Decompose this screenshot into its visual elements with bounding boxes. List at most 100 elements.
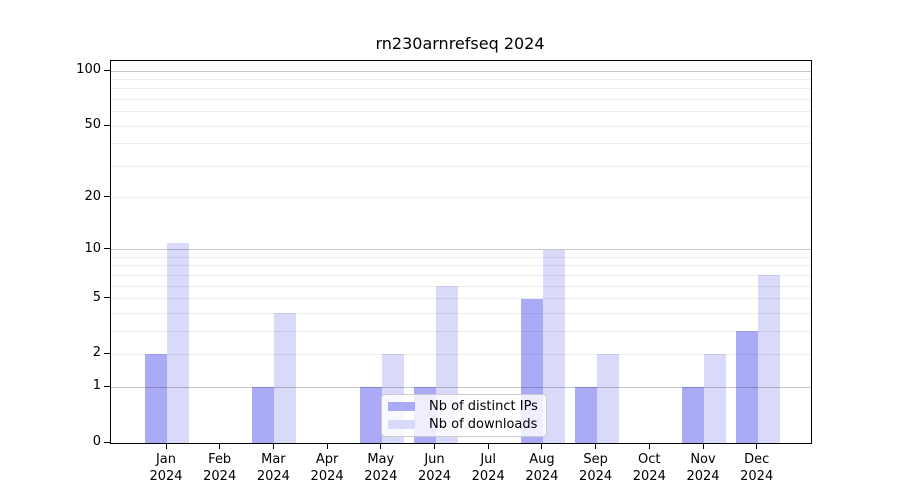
x-tick-label: Apr 2024 [295,451,359,485]
y-tick-mark [104,441,110,443]
x-tick-month: May [367,452,395,467]
x-tick-month: Jun [424,452,445,467]
x-tick-year: 2024 [256,469,290,484]
x-tick-year: 2024 [149,469,183,484]
bar-downloads [757,275,780,443]
x-tick-month: Nov [690,452,716,467]
y-tick-mark [104,297,110,299]
x-tick-year: 2024 [525,469,559,484]
bar-distinct-ips [735,331,758,443]
minor-gridline [111,265,811,267]
x-tick-mark [272,443,274,449]
x-tick-month: Mar [261,452,286,467]
x-tick-month: Dec [744,452,770,467]
x-tick-mark [541,443,543,449]
legend-item-downloads: Nb of downloads [388,417,546,432]
minor-gridline [111,298,811,300]
minor-gridline [111,165,811,167]
x-tick-mark [165,443,167,449]
x-tick-year: 2024 [686,469,720,484]
x-tick-month: Apr [315,452,339,467]
x-tick-month: Oct [638,452,661,467]
x-tick-label: Aug 2024 [510,451,574,485]
y-tick-mark [104,352,110,354]
x-tick-label: May 2024 [349,451,413,485]
x-tick-month: Jan [155,452,177,467]
x-tick-month: Jul [480,452,497,467]
bar-distinct-ips [252,387,275,443]
x-tick-mark [756,443,758,449]
bar-downloads [167,242,189,443]
y-tick-label: 5 [92,289,101,305]
y-tick-mark [104,124,110,126]
minor-gridline [111,98,811,100]
minor-gridline [111,285,811,287]
bar-downloads [542,249,565,443]
gridlines-layer [111,61,811,443]
x-tick-mark [326,443,328,449]
legend-swatch-distinct-ips [388,401,415,411]
y-tick-mark [104,385,110,387]
x-tick-mark [595,443,597,449]
x-tick-label: Nov 2024 [671,451,735,485]
legend-swatch-downloads [388,420,415,430]
minor-gridline [111,78,811,80]
x-tick-year: 2024 [632,469,666,484]
y-tick-label: 50 [84,117,101,133]
x-tick-year: 2024 [203,469,237,484]
y-tick-label: 0 [92,434,101,449]
minor-gridline [111,330,811,332]
y-tick-label: 2 [92,345,101,361]
legend-label-downloads: Nb of downloads [429,417,538,433]
major-gridline [111,249,811,251]
y-tick-mark [104,196,110,198]
x-tick-label: Jan 2024 [134,451,198,485]
minor-gridline [111,353,811,355]
minor-gridline [111,143,811,145]
chart-title: rn230arnrefseq 2024 [375,34,545,53]
x-tick-label: Sep 2024 [564,451,628,485]
y-tick-label: 1 [92,378,101,394]
minor-gridline [111,312,811,314]
x-tick-label: Oct 2024 [617,451,681,485]
minor-gridline [111,125,811,127]
x-tick-label: Dec 2024 [725,451,789,485]
bar-distinct-ips [574,387,597,443]
legend-item-distinct-ips: Nb of distinct IPs [388,399,546,414]
major-gridline [111,70,811,72]
bar-downloads [596,354,619,443]
major-gridline [111,386,811,388]
x-tick-month: Sep [583,452,608,467]
minor-gridline [111,111,811,113]
legend: Nb of distinct IPs Nb of downloads [381,394,547,437]
x-tick-label: Jun 2024 [403,451,467,485]
x-tick-mark [702,443,704,449]
x-tick-year: 2024 [310,469,344,484]
x-tick-year: 2024 [364,469,398,484]
minor-gridline [111,274,811,276]
minor-gridline [111,197,811,199]
plot-area [110,60,812,444]
x-tick-mark [380,443,382,449]
x-tick-month: Feb [208,452,232,467]
x-tick-year: 2024 [579,469,613,484]
y-tick-mark [104,248,110,250]
bar-distinct-ips [145,354,167,443]
legend-label-distinct-ips: Nb of distinct IPs [429,398,538,414]
x-tick-mark [648,443,650,449]
x-tick-label: Jul 2024 [456,451,520,485]
x-tick-year: 2024 [417,469,452,484]
x-tick-year: 2024 [740,469,774,484]
x-tick-mark [487,443,489,449]
minor-gridline [111,256,811,258]
y-tick-label: 20 [84,188,101,204]
bar-downloads [704,354,726,443]
x-tick-label: Mar 2024 [241,451,305,485]
y-tick-label: 10 [84,240,101,256]
bar-distinct-ips [682,387,704,443]
x-tick-label: Feb 2024 [188,451,252,485]
x-tick-month: Aug [529,452,555,467]
bar-distinct-ips [359,387,382,443]
y-tick-mark [104,69,110,71]
